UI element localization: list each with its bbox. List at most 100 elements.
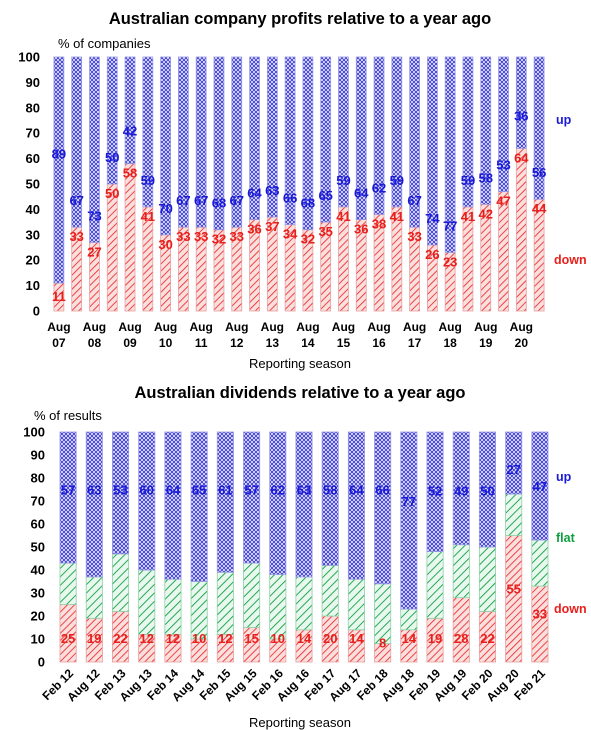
bar-up <box>269 431 287 576</box>
data-label-down: 11 <box>52 289 66 304</box>
bar-flat <box>112 553 130 612</box>
bar-up <box>478 431 496 548</box>
y-tick-label: 10 <box>26 278 40 293</box>
data-label-up: 53 <box>496 158 510 173</box>
chart-1-x-axis: Aug 07 Aug 08 Aug 09 Aug 10 Aug 11 Aug 12 Aug 13 Aug 14… <box>47 320 533 350</box>
data-label-up: 59 <box>461 173 475 188</box>
data-label-up: 64 <box>247 186 262 201</box>
y-tick-label: 70 <box>31 494 45 509</box>
chart-2-legend-up: up <box>556 470 572 484</box>
chart-1-legend-down: down <box>554 253 587 267</box>
data-label-down: 41 <box>141 209 155 224</box>
bar-flat <box>164 578 182 635</box>
y-tick-label: 20 <box>31 609 45 624</box>
data-label-up: 27 <box>506 462 520 477</box>
bar-up <box>106 56 118 185</box>
x-tick-label: Aug <box>47 320 70 334</box>
x-tick-label: 19 <box>479 336 493 350</box>
x-tick-label: 16 <box>372 336 386 350</box>
y-tick-label: 0 <box>38 655 45 670</box>
x-tick-label: 11 <box>195 336 208 350</box>
x-tick-label: Aug <box>261 320 284 334</box>
data-label-down: 22 <box>113 631 127 646</box>
bar-down <box>452 597 470 663</box>
data-label-up: 63 <box>87 483 101 498</box>
bar-up <box>462 56 474 208</box>
bar-up <box>498 56 509 193</box>
chart-1-bars: 11 89 33 67 27 73 50 50 58 42 41 59 30 70 33 67 33 67 32 68… <box>52 56 547 312</box>
data-label-down: 12 <box>140 631 154 646</box>
data-label-up: 64 <box>354 186 369 201</box>
bar-up <box>480 56 492 205</box>
data-label-up: 70 <box>158 201 172 216</box>
bar-up <box>85 431 103 578</box>
data-label-down: 33 <box>407 229 421 244</box>
bar-flat <box>426 551 444 619</box>
data-label-down: 14 <box>297 631 312 646</box>
y-tick-label: 90 <box>26 75 40 90</box>
chart-1-legend-up: up <box>556 113 572 127</box>
bar-up <box>374 431 392 585</box>
x-tick-label: 18 <box>443 336 457 350</box>
data-label-down: 35 <box>318 224 332 239</box>
chart-2: Australian dividends relative to a year … <box>23 384 586 730</box>
x-tick-label: Aug <box>225 320 248 334</box>
data-label-down: 8 <box>379 635 386 650</box>
data-label-up: 36 <box>514 108 528 123</box>
data-label-up: 67 <box>69 193 83 208</box>
bar-up <box>142 56 154 208</box>
bar-flat <box>321 565 339 617</box>
data-label-up: 77 <box>443 219 457 234</box>
data-label-down: 33 <box>176 229 190 244</box>
y-tick-label: 100 <box>18 50 40 65</box>
bar-flat <box>478 546 496 612</box>
y-tick-label: 70 <box>26 126 40 141</box>
bar-up <box>216 431 234 573</box>
chart-2-bars: 25 57 19 63 22 53 12 60 12 64 10 65 12 61 15 57 10 62 14 63… <box>59 431 549 663</box>
bar-up <box>391 56 403 208</box>
data-label-down: 22 <box>480 631 494 646</box>
chart-1: Australian company profits relative to a… <box>18 10 586 371</box>
bar-flat <box>59 562 77 605</box>
data-label-up: 53 <box>113 483 127 498</box>
y-tick-label: 40 <box>31 563 45 578</box>
data-label-down: 27 <box>87 244 101 259</box>
data-label-up: 59 <box>390 173 404 188</box>
data-label-down: 20 <box>323 631 337 646</box>
bar-down <box>498 191 509 312</box>
data-label-up: 68 <box>301 196 315 211</box>
bar-up <box>249 56 260 220</box>
bar-up <box>213 56 225 231</box>
bar-up <box>444 56 456 253</box>
bar-up <box>195 56 207 228</box>
chart-2-legend-down: down <box>554 602 587 616</box>
data-label-up: 64 <box>166 483 181 498</box>
data-label-up: 89 <box>52 147 66 162</box>
bar-up <box>409 56 420 228</box>
x-tick-label: 15 <box>337 336 351 350</box>
data-label-down: 25 <box>61 631 75 646</box>
bar-flat <box>347 578 365 631</box>
data-label-down: 41 <box>336 209 350 224</box>
x-tick-label: Aug <box>474 320 497 334</box>
data-label-up: 67 <box>194 193 208 208</box>
bar-up <box>164 431 182 580</box>
bar-up <box>531 431 549 541</box>
x-tick-label: Aug <box>439 320 462 334</box>
chart-2-ylabel: % of results <box>34 408 102 423</box>
y-tick-label: 60 <box>31 517 45 532</box>
chart-1-ylabel: % of companies <box>58 36 151 51</box>
bar-flat <box>269 574 287 640</box>
data-label-down: 10 <box>271 631 285 646</box>
data-label-up: 62 <box>372 180 386 195</box>
bar-up <box>295 431 313 578</box>
bar-up <box>320 56 332 223</box>
data-label-down: 41 <box>461 209 475 224</box>
y-tick-label: 60 <box>26 151 40 166</box>
bar-flat <box>400 608 418 631</box>
data-label-down: 32 <box>212 232 226 247</box>
bar-up <box>533 56 545 200</box>
bar-down <box>531 585 549 663</box>
data-label-down: 33 <box>230 229 244 244</box>
